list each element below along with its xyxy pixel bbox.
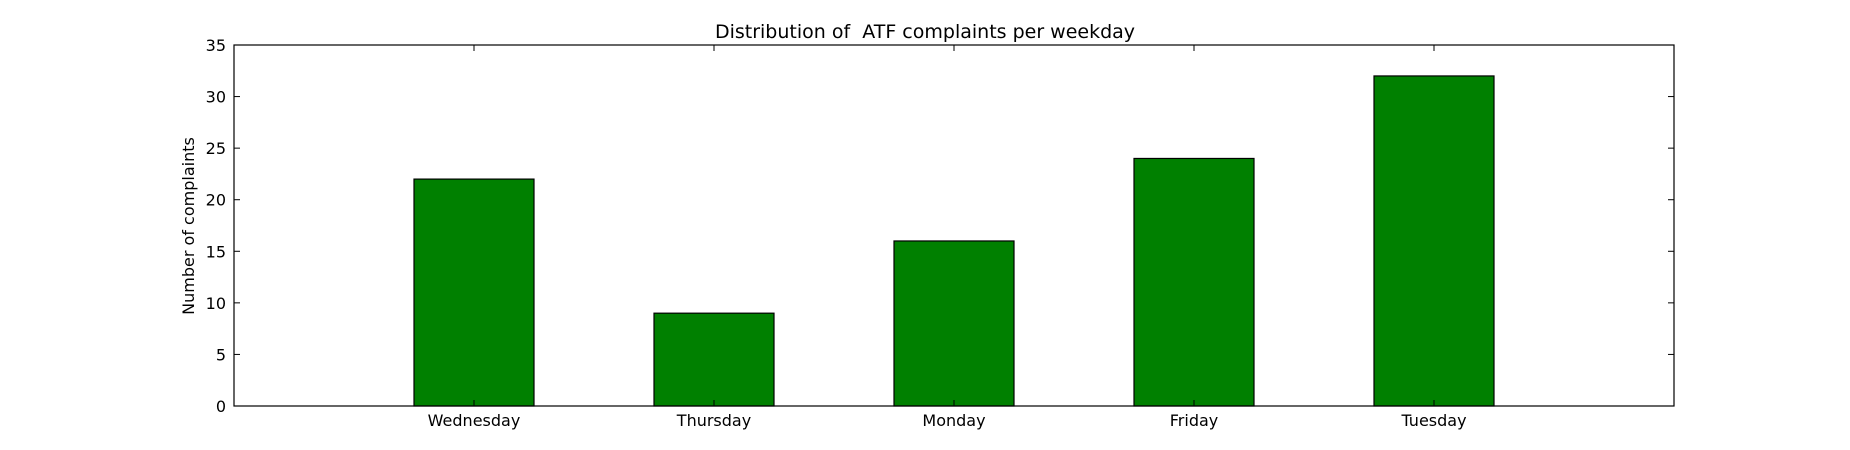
x-tick-labels: Wednesday Thursday Monday Friday Tuesday xyxy=(428,411,1467,430)
y-tick-label: 35 xyxy=(206,36,226,55)
bar-thursday xyxy=(653,312,775,407)
y-tick-label: 5 xyxy=(216,345,226,364)
y-tick-label: 20 xyxy=(206,191,226,210)
x-tick-label: Thursday xyxy=(676,411,751,430)
y-tick-label: 30 xyxy=(206,88,226,107)
y-tick-label: 25 xyxy=(206,139,226,158)
y-tick-label: 10 xyxy=(206,294,226,313)
bar-friday xyxy=(1133,157,1255,407)
y-axis-label: Number of complaints xyxy=(179,137,198,315)
bar-monday xyxy=(893,240,1015,407)
x-tick-label: Monday xyxy=(922,411,985,430)
x-tick-label: Friday xyxy=(1170,411,1219,430)
bar-tuesday xyxy=(1373,75,1495,407)
plot-frame xyxy=(233,44,1675,407)
y-tick-label: 15 xyxy=(206,242,226,261)
x-tick-label: Tuesday xyxy=(1400,411,1466,430)
x-tick-label: Wednesday xyxy=(428,411,521,430)
chart-title: Distribution of ATF complaints per weekd… xyxy=(715,21,1135,43)
bar-wednesday xyxy=(413,178,535,407)
bars-group xyxy=(413,75,1495,407)
y-tick-labels: 0 5 10 15 20 25 30 35 xyxy=(206,36,226,416)
y-tick-label: 0 xyxy=(216,397,226,416)
